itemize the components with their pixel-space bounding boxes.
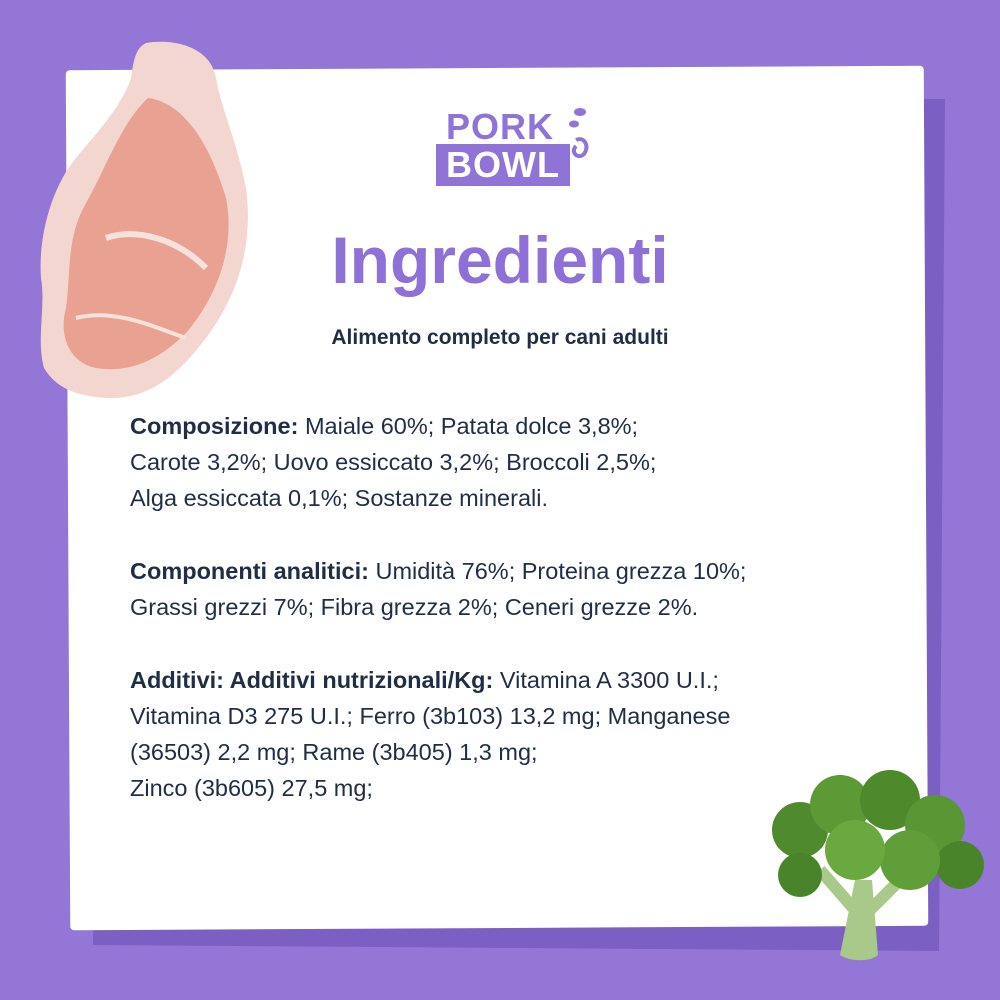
logo-text-line1: PORK [446,106,555,147]
ingredients-text: Composizione: Maiale 60%; Patata dolce 3… [130,408,850,843]
section-line: Vitamina D3 275 U.I.; Ferro (3b103) 13,2… [130,703,731,729]
page-title: Ingredienti [331,223,669,297]
additives-section: Additivi: Additivi nutrizionali/Kg: Vita… [130,662,850,806]
pork-chop-image [40,41,248,399]
logo-text-line2: BOWL [436,144,570,186]
section-line: Umidità 76%; Proteina grezza 10%; [375,558,747,584]
analytical-section: Componenti analitici: Umidità 76%; Prote… [130,553,850,625]
section-line: Carote 3,2%; Uovo essiccato 3,2%; Brocco… [130,449,657,475]
logo-steam-icon [569,108,589,159]
broccoli-image [772,770,984,961]
section-line: Zinco (3b605) 27,5 mg; [130,775,373,801]
section-line: Grassi grezzi 7%; Fibra grezza 2%; Cener… [130,594,699,620]
page-subtitle: Alimento completo per cani adulti [331,326,669,349]
section-line: Vitamina A 3300 U.I.; [499,667,719,693]
composition-section: Composizione: Maiale 60%; Patata dolce 3… [130,408,850,516]
section-label: Composizione: [130,413,299,439]
section-label: Componenti analitici: [130,558,369,584]
section-label: Additivi: Additivi nutrizionali/Kg: [130,667,494,693]
section-line: Maiale 60%; Patata dolce 3,8%; [304,413,639,439]
pork-bowl-logo: PORK BOWL [434,106,594,188]
section-line: (36503) 2,2 mg; Rame (3b405) 1,3 mg; [130,739,538,765]
section-line: Alga essiccata 0,1%; Sostanze minerali. [130,485,548,511]
